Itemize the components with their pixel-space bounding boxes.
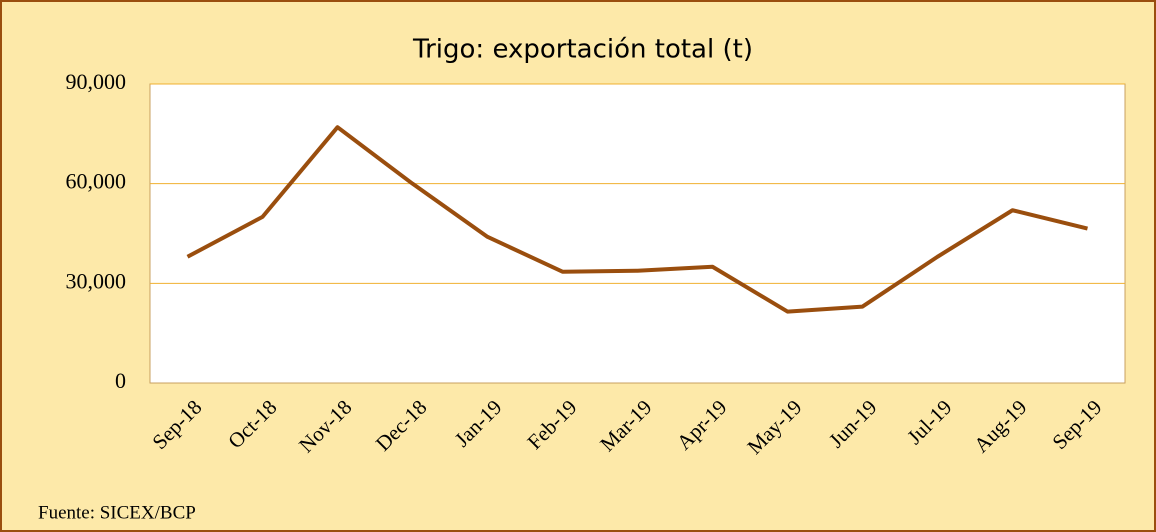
y-tick-label: 90,000	[66, 69, 127, 94]
y-tick-label: 60,000	[66, 169, 127, 194]
source-note: Fuente: SICEX/BCP	[38, 502, 196, 523]
line	[186, 125, 1088, 314]
y-tick-label: 0	[115, 368, 126, 393]
y-tick-label: 30,000	[66, 268, 127, 293]
plot-area	[149, 83, 1126, 384]
chart-title: Trigo: exportación total (t)	[412, 35, 753, 65]
